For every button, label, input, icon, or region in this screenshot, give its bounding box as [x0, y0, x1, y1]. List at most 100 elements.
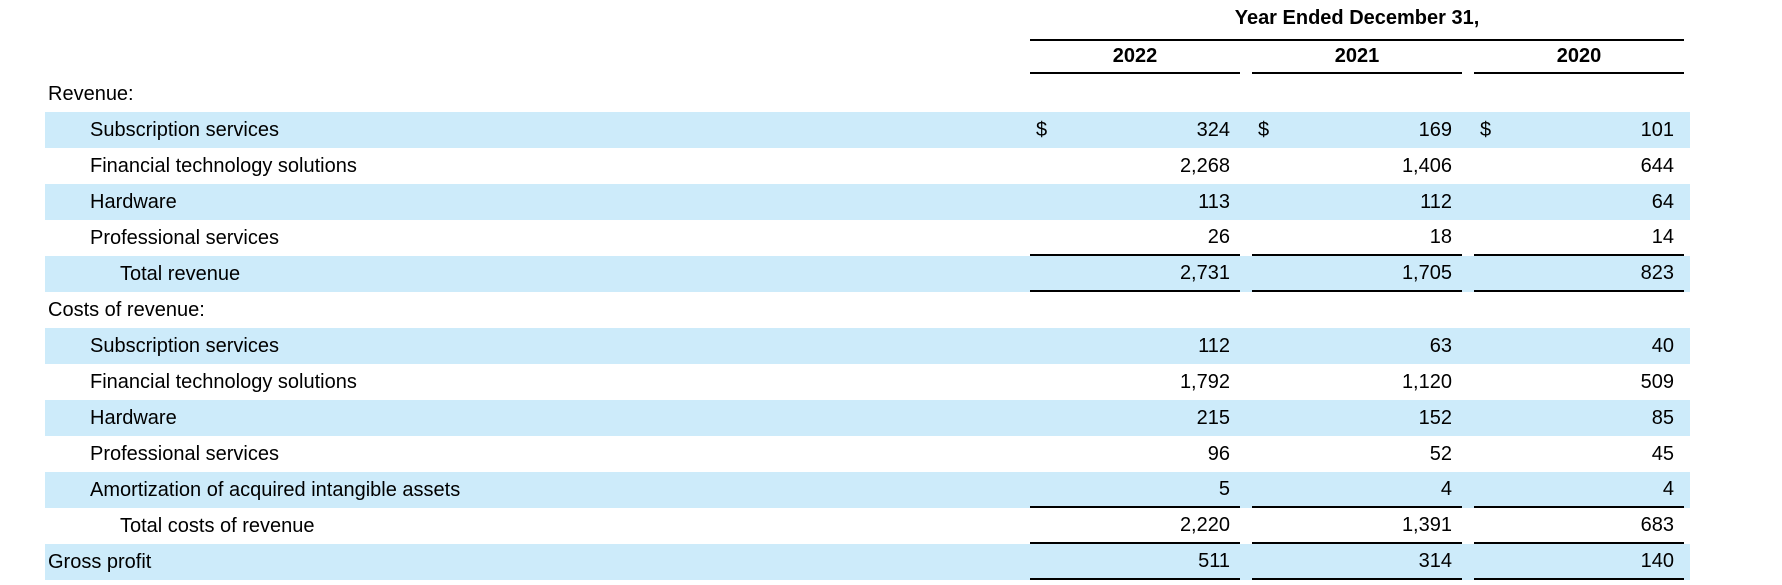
- cell-value: 140: [1640, 549, 1674, 572]
- value-cell-2022: 96: [1030, 436, 1240, 472]
- cell-value: 823: [1640, 261, 1674, 284]
- table-header-title: Year Ended December 31,: [1030, 0, 1684, 41]
- value-cell-2022: 113: [1030, 184, 1240, 220]
- value-cell-2022: 112: [1030, 328, 1240, 364]
- value-cell-2020: 14: [1474, 220, 1684, 256]
- value-cell-2022: $324: [1030, 112, 1240, 148]
- row-label: Financial technology solutions: [90, 370, 357, 393]
- cell-value: 112: [1198, 334, 1230, 357]
- value-cell-2022: 1,792: [1030, 364, 1240, 400]
- value-cell-2021: 152: [1252, 400, 1462, 436]
- table-row: Hardware 113 112 64: [45, 184, 1690, 220]
- value-cell-2020: 140: [1474, 544, 1684, 580]
- value-cell-2021: 52: [1252, 436, 1462, 472]
- cell-value: 1,792: [1179, 370, 1230, 393]
- value-cell-2021: 1,406: [1252, 148, 1462, 184]
- row-label: Gross profit: [48, 550, 152, 573]
- value-cell-2021: 4: [1252, 472, 1462, 508]
- value-cell-2022: 2,731: [1030, 256, 1240, 292]
- year-header-row: 2022 2021 2020: [1030, 41, 1684, 74]
- row-label: Total revenue: [120, 262, 241, 285]
- row-label: Financial technology solutions: [90, 154, 357, 177]
- table-row: Hardware 215 152 85: [45, 400, 1690, 436]
- table-row: Costs of revenue:: [45, 292, 1690, 328]
- row-label: Hardware: [90, 406, 177, 429]
- row-label: Subscription services: [90, 334, 279, 357]
- table-row: Financial technology solutions 2,268 1,406…: [45, 148, 1690, 184]
- row-label: Subscription services: [90, 118, 279, 141]
- year-column-header: 2020: [1474, 41, 1684, 74]
- cell-value: 169: [1418, 118, 1452, 141]
- table-row: Financial technology solutions 1,792 1,120…: [45, 364, 1690, 400]
- table-row: Subscription services 112 63 40: [45, 328, 1690, 364]
- table-row: Professional services 96 52 45: [45, 436, 1690, 472]
- value-cell-2021: $169: [1252, 112, 1462, 148]
- cell-value: 215: [1196, 406, 1230, 429]
- value-cell-2020: 683: [1474, 508, 1684, 544]
- cell-value: 1,391: [1401, 513, 1452, 536]
- dollar-sign: $: [1258, 118, 1270, 141]
- cell-value: 113: [1198, 190, 1230, 213]
- table-row: Amortization of acquired intangible asse…: [45, 472, 1690, 508]
- cell-value: 2,268: [1179, 154, 1230, 177]
- year-column-header: 2021: [1252, 41, 1462, 74]
- value-cell-2020: 644: [1474, 148, 1684, 184]
- value-cell-2020: 40: [1474, 328, 1684, 364]
- value-cell-2021: 63: [1252, 328, 1462, 364]
- row-label: Professional services: [90, 442, 279, 465]
- cell-value: 14: [1651, 225, 1674, 248]
- cell-value: 64: [1651, 190, 1674, 213]
- value-cell-2022: 26: [1030, 220, 1240, 256]
- table-row: Subscription services $324 $169 $101: [45, 112, 1690, 148]
- cell-value: 324: [1196, 118, 1230, 141]
- value-cell-2022: 2,268: [1030, 148, 1240, 184]
- cell-value: 45: [1651, 442, 1674, 465]
- cell-value: 1,120: [1401, 370, 1452, 393]
- cell-value: 644: [1640, 154, 1674, 177]
- row-label: Hardware: [90, 190, 177, 213]
- value-cell-2022: 5: [1030, 472, 1240, 508]
- cell-value: 152: [1418, 406, 1452, 429]
- value-cell-2020: 45: [1474, 436, 1684, 472]
- cell-value: 4: [1662, 477, 1674, 500]
- value-cell-2021: 1,705: [1252, 256, 1462, 292]
- cell-value: 18: [1429, 225, 1452, 248]
- table-row: Professional services 26 18 14: [45, 220, 1690, 256]
- row-label: Costs of revenue:: [48, 298, 205, 321]
- table-header: Year Ended December 31, 2022 2021 2020: [1030, 0, 1684, 74]
- cell-value: 511: [1198, 549, 1230, 572]
- cell-value: 96: [1207, 442, 1230, 465]
- revenue-table-body: Revenue: Subscription services $324 $169 $10…: [45, 76, 1690, 580]
- value-cell-2020: 823: [1474, 256, 1684, 292]
- value-cell-2022: 215: [1030, 400, 1240, 436]
- cell-value: 4: [1440, 477, 1452, 500]
- row-label: Revenue:: [48, 82, 134, 105]
- row-label: Amortization of acquired intangible asse…: [90, 478, 461, 501]
- value-cell-2020: $101: [1474, 112, 1684, 148]
- value-cell-2020: 85: [1474, 400, 1684, 436]
- value-cell-2021: 1,391: [1252, 508, 1462, 544]
- value-cell-2021: 112: [1252, 184, 1462, 220]
- value-cell-2020: 4: [1474, 472, 1684, 508]
- cell-value: 683: [1640, 513, 1674, 536]
- dollar-sign: $: [1480, 118, 1492, 141]
- table-row: Total costs of revenue 2,220 1,391 683: [45, 508, 1690, 544]
- cell-value: 26: [1207, 225, 1230, 248]
- cell-value: 85: [1651, 406, 1674, 429]
- cell-value: 52: [1429, 442, 1452, 465]
- table-row: Revenue:: [45, 76, 1690, 112]
- table-row: Gross profit 511 314 140: [45, 544, 1690, 580]
- row-label: Total costs of revenue: [120, 514, 315, 537]
- cell-value: 314: [1418, 549, 1452, 572]
- cell-value: 2,731: [1179, 261, 1230, 284]
- value-cell-2021: 314: [1252, 544, 1462, 580]
- value-cell-2020: 64: [1474, 184, 1684, 220]
- dollar-sign: $: [1036, 118, 1048, 141]
- value-cell-2020: 509: [1474, 364, 1684, 400]
- row-label: Professional services: [90, 226, 279, 249]
- value-cell-2022: 2,220: [1030, 508, 1240, 544]
- cell-value: 112: [1420, 190, 1452, 213]
- value-cell-2021: 1,120: [1252, 364, 1462, 400]
- cell-value: 1,705: [1401, 261, 1452, 284]
